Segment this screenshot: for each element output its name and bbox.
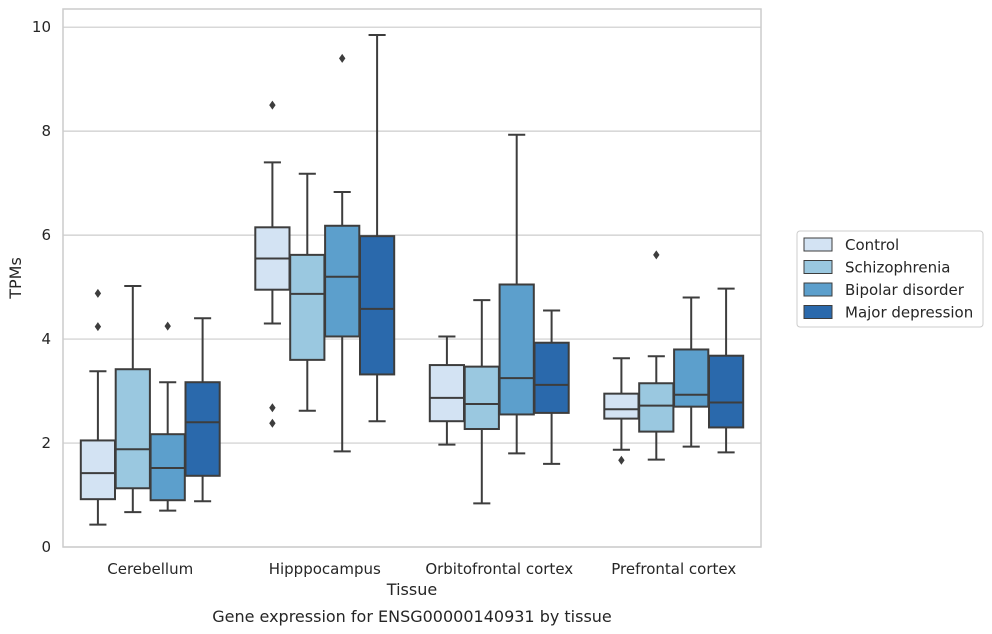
legend-label: Major depression xyxy=(845,304,973,322)
plot-frame xyxy=(62,8,762,548)
box xyxy=(673,296,710,448)
box-iqr xyxy=(114,368,151,490)
legend-label: Schizophrenia xyxy=(845,259,950,277)
outlier-point xyxy=(269,403,276,413)
x-tick-label: Hipppocampus xyxy=(269,560,381,578)
box xyxy=(149,321,186,512)
box-iqr xyxy=(498,283,535,416)
box xyxy=(358,33,396,423)
legend-swatch xyxy=(803,282,833,297)
box-iqr xyxy=(184,381,221,477)
box-iqr xyxy=(463,365,500,431)
box-iqr xyxy=(324,224,361,338)
y-tick-label: 10 xyxy=(32,18,51,36)
x-axis-title: Tissue xyxy=(386,580,437,599)
y-tick-label: 8 xyxy=(41,122,51,140)
box xyxy=(254,100,291,428)
legend-label: Control xyxy=(845,236,899,254)
x-tick-label: Orbitofrontal cortex xyxy=(425,560,573,578)
box xyxy=(638,250,675,461)
y-tick-label: 4 xyxy=(41,330,51,348)
box-iqr xyxy=(289,253,326,361)
box xyxy=(79,288,117,526)
box xyxy=(114,285,151,514)
outlier-point xyxy=(618,455,625,465)
x-tick-label: Prefrontal cortex xyxy=(611,560,736,578)
y-tick-labels: 0 2 4 6 8 10 xyxy=(32,18,51,556)
y-tick-label: 6 xyxy=(41,226,51,244)
box xyxy=(498,133,535,455)
box-iqr xyxy=(79,439,117,501)
legend-frame xyxy=(796,230,984,328)
box-iqr xyxy=(673,348,710,408)
box xyxy=(533,309,570,465)
y-tick-label: 0 xyxy=(41,538,51,556)
box-iqr xyxy=(638,382,675,433)
outlier-point xyxy=(653,250,660,260)
outlier-point xyxy=(269,100,276,110)
x-tick-label: Cerebellum xyxy=(107,560,193,578)
outlier-point xyxy=(94,322,102,332)
outlier-point xyxy=(164,321,171,331)
legend-swatch xyxy=(803,260,833,274)
chart-caption: Gene expression for ENSG00000140931 by t… xyxy=(212,607,612,626)
box-iqr xyxy=(358,235,396,376)
box xyxy=(463,299,500,505)
box-iqr xyxy=(533,341,570,414)
outlier-point xyxy=(269,418,276,428)
box xyxy=(603,357,640,465)
y-tick-label: 2 xyxy=(41,434,51,452)
box-iqr xyxy=(603,392,640,420)
box xyxy=(428,335,466,446)
legend-items: Control Schizophrenia Bipolar disorder Majo… xyxy=(803,236,973,322)
box-iqr xyxy=(707,354,745,429)
legend-swatch xyxy=(803,305,833,319)
box-groups xyxy=(79,33,745,526)
y-axis-title: TPMs xyxy=(6,257,25,300)
box xyxy=(289,172,326,412)
box-iqr xyxy=(428,364,466,423)
x-tick-labels: Cerebellum Hipppocampus Orbitofrontal cort… xyxy=(107,560,736,578)
legend-label: Bipolar disorder xyxy=(845,281,965,299)
legend-swatch xyxy=(803,237,833,252)
box xyxy=(707,287,745,454)
legend: Control Schizophrenia Bipolar disorder Majo… xyxy=(796,230,984,328)
box xyxy=(324,53,361,453)
outlier-point xyxy=(339,53,346,63)
outlier-point xyxy=(94,288,102,298)
box xyxy=(184,317,221,503)
